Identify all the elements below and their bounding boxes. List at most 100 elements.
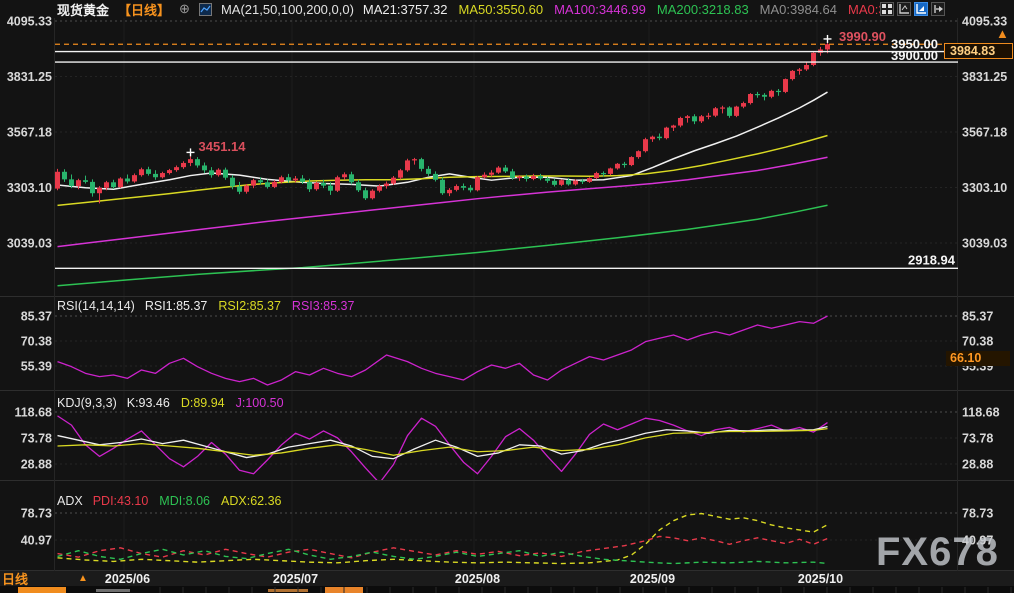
kdj-value: J:100.50 — [235, 396, 284, 410]
ma-value: MA50:3550.60 — [458, 1, 544, 17]
ma-line-ma50 — [57, 134, 828, 207]
candles-layer — [55, 42, 830, 204]
bottom-strip-text-fragment — [96, 589, 130, 592]
candle-body — [160, 173, 165, 178]
candle-body — [559, 180, 564, 185]
bottom-strip-text-fragment — [268, 589, 308, 592]
adx-value: ADX:62.36 — [221, 494, 282, 508]
candle-body — [153, 173, 158, 178]
candle-body — [335, 177, 340, 191]
add-indicator-icon[interactable]: ⊕ — [179, 1, 190, 16]
rsi-current-box: 66.10 — [946, 351, 1010, 366]
chart-axis-icon[interactable] — [897, 2, 911, 16]
candle-body — [699, 116, 704, 122]
ma-settings-label: MA(21,50,100,200,0,0) — [220, 1, 354, 17]
last-high-label: 3990.90 — [839, 29, 886, 44]
candle-body — [426, 168, 431, 174]
candle-body — [608, 168, 613, 174]
candle-body — [76, 180, 81, 187]
chart-header: 现货黄金 【日线】 ⊕ MA(21,50,100,200,0,0) MA21:3… — [57, 1, 886, 18]
axis-label-left: 73.78 — [21, 432, 52, 446]
chart-axis-active-icon[interactable] — [914, 2, 928, 16]
candle-body — [440, 179, 445, 194]
kdj-value: K:93.46 — [126, 396, 170, 410]
candle-body — [230, 177, 235, 187]
candle-body — [671, 125, 676, 128]
candle-body — [566, 180, 571, 185]
pop-out-icon[interactable] — [931, 2, 945, 16]
adx-line-pdi — [57, 535, 828, 559]
axis-label-right: 73.78 — [962, 432, 993, 446]
axis-label-left: 55.39 — [21, 360, 52, 374]
candle-body — [503, 167, 508, 172]
candle-body — [356, 182, 361, 191]
ma-values: MA21:3757.32 MA50:3550.60 MA100:3446.99 MA2… — [363, 2, 886, 17]
candle-body — [412, 159, 417, 161]
ma-value: MA0:3984.64 — [759, 1, 838, 17]
date-label: 2025/08 — [455, 572, 500, 586]
candle-body — [237, 186, 242, 192]
candle-body — [692, 116, 697, 122]
scroll-to-latest-icon[interactable]: ▲ — [996, 26, 1009, 41]
candle-body — [573, 180, 578, 185]
kdj-line-j — [57, 415, 828, 480]
candle-body — [468, 187, 473, 191]
candle-body — [328, 185, 333, 191]
symbol-title: 现货黄金 — [57, 2, 110, 18]
ma-value: MA0:3 — [848, 1, 886, 17]
candle-body — [496, 167, 501, 173]
candle-body — [258, 180, 263, 183]
date-label: 2025/07 — [273, 572, 318, 586]
current-price-box: 3984.83 — [944, 43, 1013, 59]
candle-body — [188, 159, 193, 163]
candle-body — [146, 169, 151, 174]
axis-label-right: 118.68 — [962, 405, 1000, 419]
axis-label-left: 3039.03 — [7, 237, 52, 251]
axis-label-left: 28.88 — [21, 458, 52, 472]
date-label: 2025/09 — [630, 572, 675, 586]
candle-body — [713, 108, 718, 116]
candle-body — [349, 174, 354, 183]
candle-body — [69, 179, 74, 187]
candle-body — [293, 178, 298, 181]
candle-body — [419, 159, 424, 169]
candle-body — [482, 174, 487, 178]
candle-body — [391, 177, 396, 184]
candle-body — [202, 165, 207, 171]
candle-body — [321, 182, 326, 186]
candle-body — [286, 177, 291, 181]
rsi-title: RSI(14,14,14) — [57, 299, 135, 313]
candle-body — [510, 171, 515, 179]
candle-body — [461, 186, 466, 188]
axis-label-left: 4095.33 — [7, 15, 52, 29]
ma-value: MA21:3757.32 — [362, 1, 448, 17]
candle-body — [825, 44, 830, 50]
candle-body — [776, 90, 781, 93]
grid-layout-icon[interactable] — [880, 2, 894, 16]
axis-label-left: 85.37 — [21, 310, 52, 324]
swing-high-label: 3451.14 — [199, 139, 247, 154]
adx-line-adx — [57, 512, 828, 565]
period-button[interactable]: 日线 ▲ — [2, 571, 88, 587]
candle-body — [251, 180, 256, 186]
collapse-arrow-icon: ▲ — [78, 573, 88, 584]
kdj-line-d — [57, 427, 828, 456]
candle-body — [167, 170, 172, 174]
candle-body — [104, 182, 109, 188]
adx-values: PDI:43.10 MDI:8.06 ADX:62.36 — [93, 494, 282, 508]
ma-indicator-icon — [198, 2, 212, 16]
axis-label-left: 3831.25 — [7, 70, 52, 84]
axis-label-right: 40.97 — [962, 534, 993, 548]
candle-body — [629, 157, 634, 166]
candle-body — [664, 127, 669, 139]
period-label[interactable]: 【日线】 — [118, 2, 171, 18]
candle-body — [139, 169, 144, 176]
axis-label-right: 3039.03 — [962, 237, 1007, 251]
axis-label-right: 3303.10 — [962, 181, 1007, 195]
chart-toolbar — [880, 2, 945, 16]
period-button-label: 日线 — [2, 572, 29, 587]
candle-body — [601, 173, 606, 175]
date-axis-strip — [0, 571, 1014, 586]
candle-body — [811, 52, 816, 66]
